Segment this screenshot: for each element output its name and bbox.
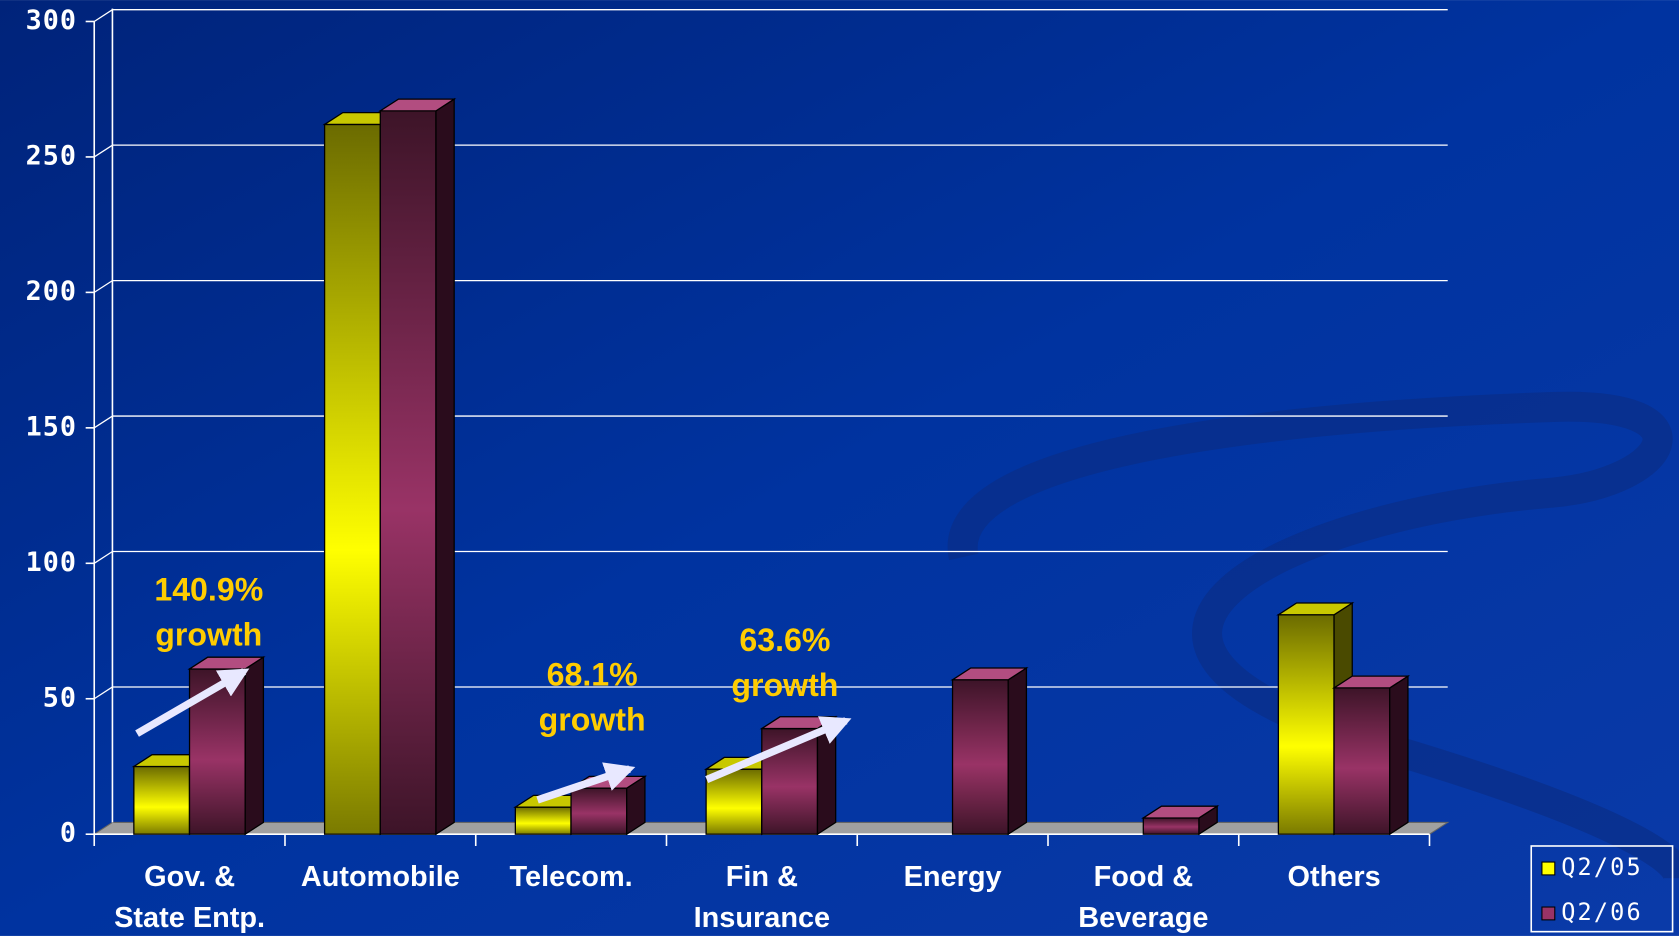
y-tick-label: 0: [60, 818, 77, 849]
y-tick-label: 100: [26, 547, 78, 578]
legend-swatch: [1541, 861, 1556, 876]
x-tick-label: Fin & Insurance: [694, 861, 831, 934]
annotation: growth: [155, 617, 262, 653]
bar-side: [1389, 674, 1409, 836]
grid-line: [93, 280, 113, 293]
bar-side: [1007, 666, 1028, 836]
grid-line: [93, 415, 113, 429]
annotation: 140.9%: [154, 572, 263, 608]
x-tick-label: Automobile: [301, 861, 460, 893]
annotation: growth: [731, 667, 838, 703]
bar-side: [244, 655, 265, 836]
grid-line: [93, 144, 113, 158]
bar: [1142, 817, 1200, 835]
bar-top: [1141, 805, 1220, 819]
annotation: growth: [539, 701, 646, 737]
bar: [705, 768, 763, 835]
grid-line: [93, 550, 113, 564]
y-tick-label: 200: [26, 276, 78, 307]
x-tick-label: Others: [1288, 861, 1381, 893]
y-tick-label: 150: [26, 411, 78, 442]
bar-top: [378, 98, 457, 112]
bar: [1277, 614, 1335, 835]
bar: [323, 123, 381, 835]
grid-line: [93, 686, 113, 700]
annotation: 63.6%: [739, 622, 830, 658]
annotation-arrows: [135, 668, 852, 804]
arrow: [536, 762, 636, 804]
grid-line: [93, 9, 113, 23]
bar-top: [1331, 675, 1411, 689]
legend-box: [1530, 845, 1674, 933]
bar: [951, 679, 1009, 835]
arrow: [705, 716, 852, 784]
bar-top: [1276, 602, 1355, 616]
decor-swirl: [947, 391, 1679, 882]
y-tick-label: 300: [26, 5, 78, 36]
arrow: [135, 668, 250, 737]
bar-side: [435, 97, 455, 836]
bar: [570, 787, 628, 835]
legend-swatch: [1541, 906, 1556, 921]
bar-top: [950, 667, 1029, 681]
y-tick-label: 250: [26, 140, 78, 171]
legend-label: Q2/05: [1561, 853, 1643, 881]
x-tick-label: Gov. & State Entp.: [114, 861, 265, 934]
x-tick-label: Energy: [904, 861, 1002, 893]
bar: [514, 806, 572, 835]
bar: [379, 110, 437, 835]
x-tick-label: Telecom.: [510, 861, 633, 893]
x-tick-label: Food & Beverage: [1078, 861, 1208, 934]
annotation: 68.1%: [547, 656, 638, 692]
bar: [1333, 687, 1391, 835]
legend-label: Q2/06: [1561, 898, 1643, 926]
bar: [188, 668, 246, 835]
y-tick-label: 50: [43, 682, 77, 713]
bar: [133, 765, 191, 835]
